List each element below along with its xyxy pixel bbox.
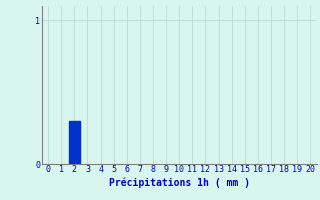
X-axis label: Précipitations 1h ( mm ): Précipitations 1h ( mm ) (109, 177, 250, 188)
Bar (69, 121, 80, 164)
